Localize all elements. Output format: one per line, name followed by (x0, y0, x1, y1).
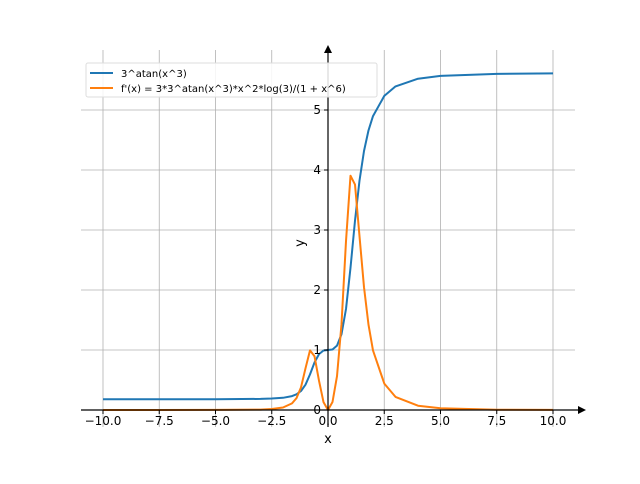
y-axis-arrow (324, 45, 332, 53)
x-tick-label: 5.0 (431, 414, 450, 428)
x-tick-label: −5.0 (201, 414, 230, 428)
y-tick-label: 2 (313, 283, 321, 297)
y-tick-label: 0 (313, 403, 321, 417)
x-tick-label: 2.5 (375, 414, 394, 428)
legend-label-0: 3^atan(x^3) (121, 69, 187, 80)
x-tick-label: 0.0 (318, 414, 337, 428)
legend-box (85, 62, 378, 98)
x-tick-label: −2.5 (257, 414, 286, 428)
series-lines (103, 72, 554, 411)
y-axis-label: y (293, 239, 308, 247)
series-line-1 (103, 174, 554, 411)
x-axis-arrow (578, 406, 586, 414)
ticks: −10.0 −7.5 −5.0 −2.5 0.0 2.5 5.0 7.5 10.0 0 1 2 3 4 5 (85, 103, 567, 428)
y-tick-label: 1 (313, 343, 321, 357)
y-tick-label: 4 (313, 163, 321, 177)
x-tick-label: −7.5 (145, 414, 174, 428)
x-tick-label: 10.0 (540, 414, 567, 428)
legend: 3^atan(x^3) f'(x) = 3*3^atan(x^3)*x^2*lo… (85, 62, 378, 98)
y-tick-label: 5 (313, 103, 321, 117)
series-line-0 (103, 72, 554, 401)
legend-label-1: f'(x) = 3*3^atan(x^3)*x^2*log(3)/(1 + x^… (121, 84, 346, 95)
axes (81, 45, 586, 427)
x-tick-label: 7.5 (487, 414, 506, 428)
y-tick-label: 3 (313, 223, 321, 237)
x-tick-label: −10.0 (85, 414, 122, 428)
x-axis-label: x (324, 432, 332, 447)
